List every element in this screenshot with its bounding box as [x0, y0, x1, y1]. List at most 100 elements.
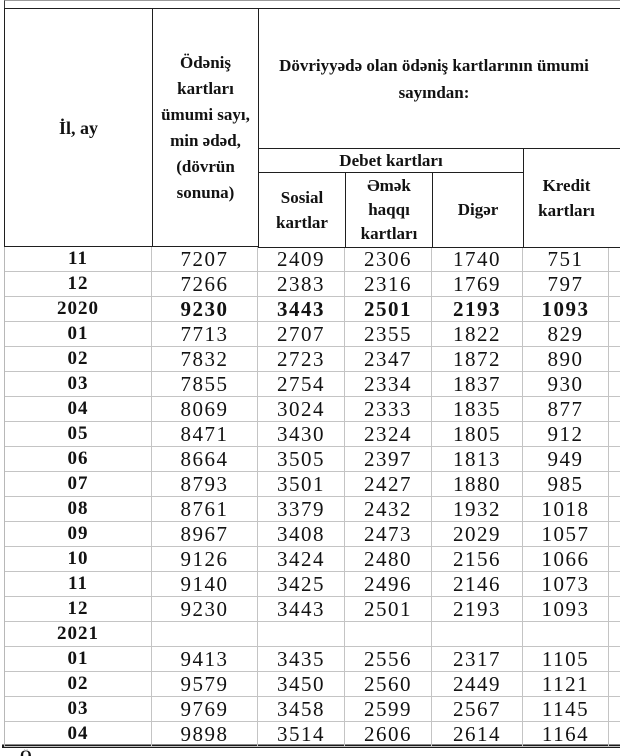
value-cell: 2316 [345, 272, 432, 296]
table-row: 11 7207 2409 2306 1740 751 [5, 247, 620, 272]
row-label-cell: 2021 [5, 622, 152, 646]
table-row: 07 8793 3501 2427 1880 985 [5, 472, 620, 497]
value-cell: 2560 [345, 672, 432, 696]
value-cell: 2355 [345, 322, 432, 346]
value-cell: 2146 [432, 572, 523, 596]
table-row: 2021 [5, 622, 620, 647]
row-label-cell: 01 [5, 647, 152, 671]
value-cell: 1105 [523, 647, 609, 671]
value-cell: 912 [523, 422, 609, 446]
value-cell: 1805 [432, 422, 523, 446]
salary-cards-column-header: Əmək haqqı kartları [345, 172, 433, 248]
value-cell: 9898 [152, 722, 258, 746]
footnote-fragment: Ö [20, 749, 40, 756]
cutoff-cell [609, 472, 620, 496]
value-cell: 1835 [432, 397, 523, 421]
value-cell: 2614 [432, 722, 523, 746]
cutoff-cell [609, 447, 620, 471]
value-cell: 1073 [523, 572, 609, 596]
table-row: 12 9230 3443 2501 2193 1093 [5, 597, 620, 622]
value-cell: 1822 [432, 322, 523, 346]
value-cell: 1066 [523, 547, 609, 571]
value-cell: 1121 [523, 672, 609, 696]
value-cell: 949 [523, 447, 609, 471]
table-row: 10 9126 3424 2480 2156 1066 [5, 547, 620, 572]
value-cell: 8471 [152, 422, 258, 446]
value-cell: 7832 [152, 347, 258, 371]
row-label-cell: 10 [5, 547, 152, 571]
cutoff-cell [609, 722, 620, 746]
row-label-cell: 02 [5, 672, 152, 696]
value-cell: 2347 [345, 347, 432, 371]
table-row: 02 7832 2723 2347 1872 890 [5, 347, 620, 372]
cutoff-cell [609, 497, 620, 521]
top-sliver-row [4, 0, 620, 10]
value-cell [523, 622, 609, 646]
period-column-header-label: İl, ay [58, 117, 98, 138]
value-cell: 3435 [258, 647, 345, 671]
table-row: 11 9140 3425 2496 2146 1073 [5, 572, 620, 597]
value-cell: 3424 [258, 547, 345, 571]
period-column-header: İl, ay [4, 8, 153, 247]
value-cell: 2501 [345, 297, 432, 321]
row-label-cell: 09 [5, 522, 152, 546]
value-cell: 8664 [152, 447, 258, 471]
value-cell: 1932 [432, 497, 523, 521]
value-cell: 3458 [258, 697, 345, 721]
value-cell: 1093 [523, 597, 609, 621]
value-cell: 3505 [258, 447, 345, 471]
cutoff-cell [609, 272, 620, 296]
value-cell: 8967 [152, 522, 258, 546]
table-row: 08 8761 3379 2432 1932 1018 [5, 497, 620, 522]
value-cell: 7855 [152, 372, 258, 396]
value-cell: 1813 [432, 447, 523, 471]
value-cell: 797 [523, 272, 609, 296]
table-row: 2020 9230 3443 2501 2193 1093 [5, 297, 620, 322]
cutoff-cell [609, 597, 620, 621]
value-cell: 3443 [258, 597, 345, 621]
value-cell: 877 [523, 397, 609, 421]
table-row: 05 8471 3430 2324 1805 912 [5, 422, 620, 447]
cutoff-column-header-top [609, 8, 620, 149]
value-cell: 890 [523, 347, 609, 371]
value-cell: 3450 [258, 672, 345, 696]
value-cell: 7266 [152, 272, 258, 296]
value-cell: 9230 [152, 597, 258, 621]
value-cell: 2606 [345, 722, 432, 746]
value-cell: 2723 [258, 347, 345, 371]
value-cell: 2707 [258, 322, 345, 346]
value-cell [152, 622, 258, 646]
value-cell: 3514 [258, 722, 345, 746]
row-label-cell: 04 [5, 722, 152, 746]
row-label-cell: 2020 [5, 297, 152, 321]
value-cell: 1740 [432, 247, 523, 271]
value-cell: 751 [523, 247, 609, 271]
total-cards-column-header-label: Ödəniş kartları ümumi sayı, min ədəd, (d… [161, 52, 250, 202]
value-cell: 2156 [432, 547, 523, 571]
value-cell: 1093 [523, 297, 609, 321]
value-cell: 7207 [152, 247, 258, 271]
table-row: 01 9413 3435 2556 2317 1105 [5, 647, 620, 672]
value-cell: 8761 [152, 497, 258, 521]
row-label-cell: 12 [5, 272, 152, 296]
value-cell: 1164 [523, 722, 609, 746]
value-cell: 1872 [432, 347, 523, 371]
value-cell: 2306 [345, 247, 432, 271]
cutoff-cell [609, 522, 620, 546]
cutoff-cell [609, 547, 620, 571]
value-cell: 2496 [345, 572, 432, 596]
row-label-cell: 07 [5, 472, 152, 496]
value-cell: 3425 [258, 572, 345, 596]
value-cell: 930 [523, 372, 609, 396]
value-cell: 9579 [152, 672, 258, 696]
value-cell: 9230 [152, 297, 258, 321]
cutoff-cell [609, 572, 620, 596]
debit-group-header: Debet kartları [258, 148, 524, 173]
value-cell: 2193 [432, 297, 523, 321]
cutoff-cell [609, 697, 620, 721]
circulation-group-header: Dövriyyədə olan ödəniş kartlarının ümumi… [258, 8, 610, 149]
value-cell: 2333 [345, 397, 432, 421]
value-cell: 2480 [345, 547, 432, 571]
table-row: 01 7713 2707 2355 1822 829 [5, 322, 620, 347]
